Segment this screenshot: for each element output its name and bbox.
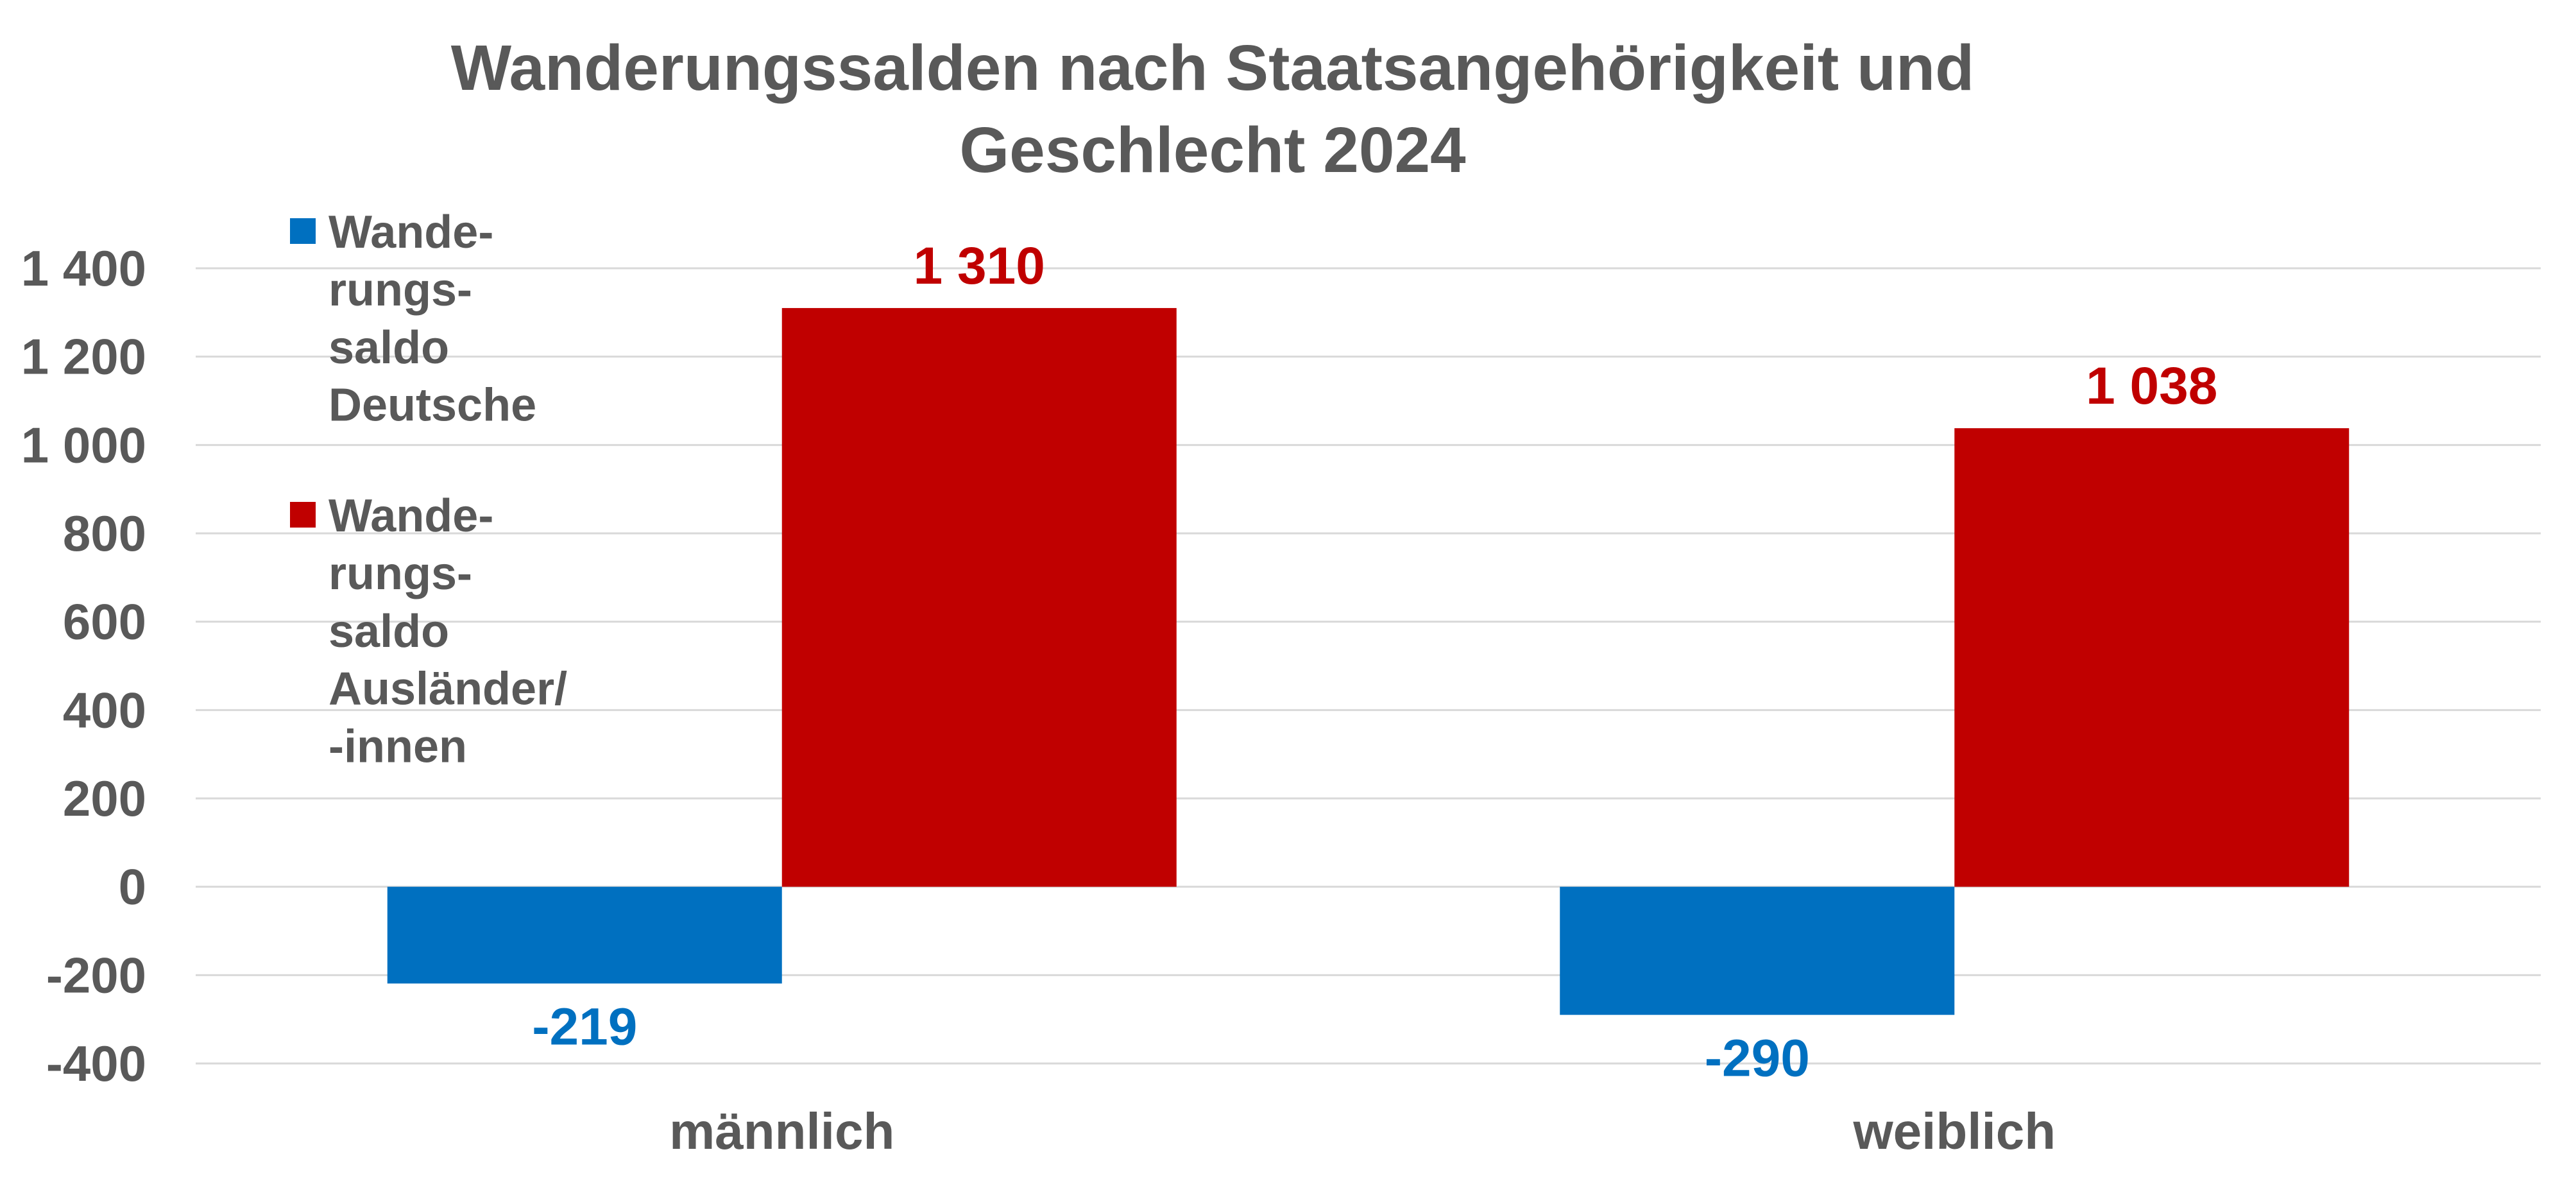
legend-label: Deutsche — [328, 380, 536, 431]
legend-label: saldo — [328, 322, 449, 374]
chart-title-line-2: Geschlecht 2024 — [959, 114, 1466, 186]
y-tick-label: -200 — [46, 947, 146, 1003]
bars — [387, 307, 2350, 1015]
y-tick-label: 400 — [63, 682, 146, 738]
y-tick-label: 200 — [63, 770, 146, 827]
legend-label: Ausländer/ — [328, 664, 567, 715]
legend-label: Wande- — [328, 490, 493, 542]
chart-title-line-1: Wanderungssalden nach Staatsangehörigkei… — [451, 32, 1974, 104]
y-tick-label: 1 000 — [21, 417, 146, 473]
data-label: -290 — [1705, 1029, 1810, 1087]
legend-swatch — [290, 502, 316, 528]
chart-title: Wanderungssalden nach Staatsangehörigkei… — [451, 32, 1974, 186]
legend-label: -innen — [328, 721, 467, 773]
data-label: 1 310 — [914, 237, 1045, 295]
data-label: -219 — [532, 997, 637, 1056]
legend-label: saldo — [328, 606, 449, 657]
legend-label: Wande- — [328, 207, 493, 258]
data-label: 1 038 — [2086, 357, 2217, 415]
bar-series-1-1 — [387, 886, 782, 984]
x-category-label: weiblich — [1852, 1103, 2056, 1160]
bar-series-2-2 — [1954, 428, 2350, 887]
legend-label: rungs- — [328, 548, 472, 599]
x-axis-category-labels: männlich weiblich — [669, 1103, 2056, 1160]
y-tick-label: 0 — [119, 859, 146, 915]
y-tick-label: 1 200 — [21, 329, 146, 385]
x-category-label: männlich — [669, 1103, 894, 1160]
data-labels: -219 1 310 -290 1 038 — [532, 237, 2217, 1087]
legend-swatch — [290, 218, 316, 244]
y-tick-label: 600 — [63, 594, 146, 650]
y-tick-label: 1 400 — [21, 240, 146, 297]
bar-series-1-2 — [1560, 886, 1955, 1015]
y-tick-label: 800 — [63, 505, 146, 562]
legend-label: rungs- — [328, 264, 472, 316]
y-axis-tick-labels: -400 -200 0 200 400 600 800 1 000 1 200 1 400 — [21, 240, 146, 1092]
y-tick-label: -400 — [46, 1035, 146, 1092]
bar-series-2-1 — [781, 307, 1177, 887]
legend: Wande-rungs-saldo Deutsche Wande-rungs-sal… — [290, 207, 567, 773]
